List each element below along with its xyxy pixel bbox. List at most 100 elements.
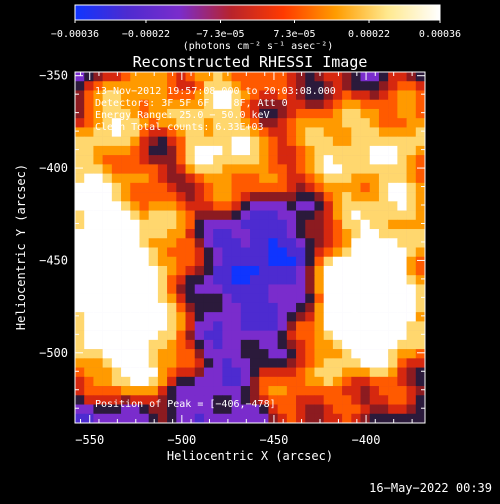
heatmap-cell — [176, 127, 186, 137]
heatmap-cell — [314, 386, 324, 396]
heatmap-cell — [388, 330, 398, 341]
heatmap-cell — [314, 404, 324, 415]
heatmap-cell — [148, 164, 159, 174]
heatmap-cell — [351, 339, 361, 350]
heatmap-cell — [84, 284, 94, 294]
heatmap-cell — [360, 155, 371, 165]
heatmap-cell — [259, 164, 269, 174]
heatmap-cell — [286, 145, 297, 156]
heatmap-cell — [194, 386, 205, 396]
heatmap-cell — [121, 173, 131, 184]
heatmap-cell — [250, 219, 260, 230]
heatmap-cell — [351, 265, 361, 276]
heatmap-cell — [213, 358, 223, 368]
heatmap-cell — [351, 118, 361, 128]
heatmap-cell — [75, 339, 85, 350]
heatmap-cell — [388, 321, 398, 331]
heatmap-cell — [286, 358, 297, 368]
heatmap-cell — [351, 219, 361, 230]
heatmap-cell — [305, 413, 315, 424]
heatmap-cell — [240, 293, 251, 304]
heatmap-cell — [360, 367, 371, 378]
heatmap-cell — [75, 404, 85, 415]
heatmap-cell — [148, 413, 159, 424]
heatmap-cell — [342, 238, 352, 248]
heatmap-cell — [84, 312, 94, 322]
heatmap-cell — [268, 164, 278, 174]
heatmap-cell — [102, 182, 113, 193]
heatmap-cell — [305, 72, 315, 82]
heatmap-cell — [121, 99, 131, 110]
heatmap-cell — [167, 330, 177, 341]
heatmap-cell — [203, 219, 214, 230]
heatmap-cell — [351, 376, 361, 387]
heatmap-cell — [203, 182, 214, 193]
heatmap-cell — [157, 386, 168, 396]
heatmap-cell — [213, 118, 223, 128]
heatmap-cell — [102, 256, 113, 267]
heatmap-cell — [369, 173, 380, 184]
heatmap-cell — [176, 293, 186, 304]
heatmap-cell — [250, 284, 260, 294]
heatmap-cell — [314, 349, 324, 359]
heatmap-cell — [176, 136, 186, 147]
heatmap-cell — [268, 312, 278, 322]
heatmap-cell — [296, 358, 306, 368]
heatmap-cell — [194, 367, 205, 378]
heatmap-cell — [222, 118, 232, 128]
heatmap-cell — [332, 247, 343, 258]
heatmap-cell — [157, 99, 168, 110]
heatmap-cell — [102, 108, 113, 119]
heatmap-cell — [286, 136, 297, 147]
heatmap-cell — [148, 173, 159, 184]
heatmap-cell — [268, 99, 278, 110]
heatmap-cell — [397, 210, 407, 221]
heatmap-cell — [102, 229, 113, 239]
heatmap-cell — [397, 265, 407, 276]
heatmap-cell — [167, 127, 177, 137]
heatmap-cell — [351, 164, 361, 174]
heatmap-cell — [369, 395, 380, 405]
heatmap-cell — [130, 99, 140, 110]
heatmap-cell — [360, 358, 371, 368]
heatmap-cell — [130, 256, 140, 267]
heatmap-cell — [185, 136, 196, 147]
heatmap-cell — [332, 90, 343, 101]
plot-frame — [74, 71, 426, 424]
heatmap-cell — [378, 182, 389, 193]
heatmap-cell — [323, 99, 334, 110]
heatmap-cell — [268, 395, 278, 405]
heatmap-cell — [84, 293, 94, 304]
heatmap-cell — [268, 339, 278, 350]
heatmap-cell — [286, 173, 297, 184]
heatmap-cell — [148, 376, 159, 387]
heatmap-cell — [157, 330, 168, 341]
heatmap-cell — [286, 367, 297, 378]
heatmap-cell — [259, 229, 269, 239]
heatmap-cell — [130, 404, 140, 415]
heatmap-cell — [286, 312, 297, 322]
heatmap-cell — [378, 302, 389, 313]
heatmap-cell — [388, 145, 398, 156]
heatmap-cell — [139, 293, 149, 304]
heatmap-cell — [369, 118, 380, 128]
heatmap-cell — [203, 164, 214, 174]
heatmap-cell — [305, 127, 315, 137]
heatmap-cell — [314, 376, 324, 387]
heatmap-cell — [185, 413, 196, 424]
heatmap-cell — [194, 284, 205, 294]
heatmap-cell — [84, 127, 94, 137]
heatmap-cell — [139, 395, 149, 405]
heatmap-cell — [167, 219, 177, 230]
heatmap-cell — [84, 90, 94, 101]
heatmap-cell — [378, 127, 389, 137]
heatmap-cell — [360, 229, 371, 239]
heatmap-cell — [296, 330, 306, 341]
heatmap-cell — [240, 238, 251, 248]
heatmap-cell — [240, 256, 251, 267]
heatmap-cell — [259, 118, 269, 128]
heatmap-cell — [84, 330, 94, 341]
heatmap-cell — [93, 136, 103, 147]
heatmap-cell — [102, 367, 113, 378]
heatmap-cell — [176, 155, 186, 165]
